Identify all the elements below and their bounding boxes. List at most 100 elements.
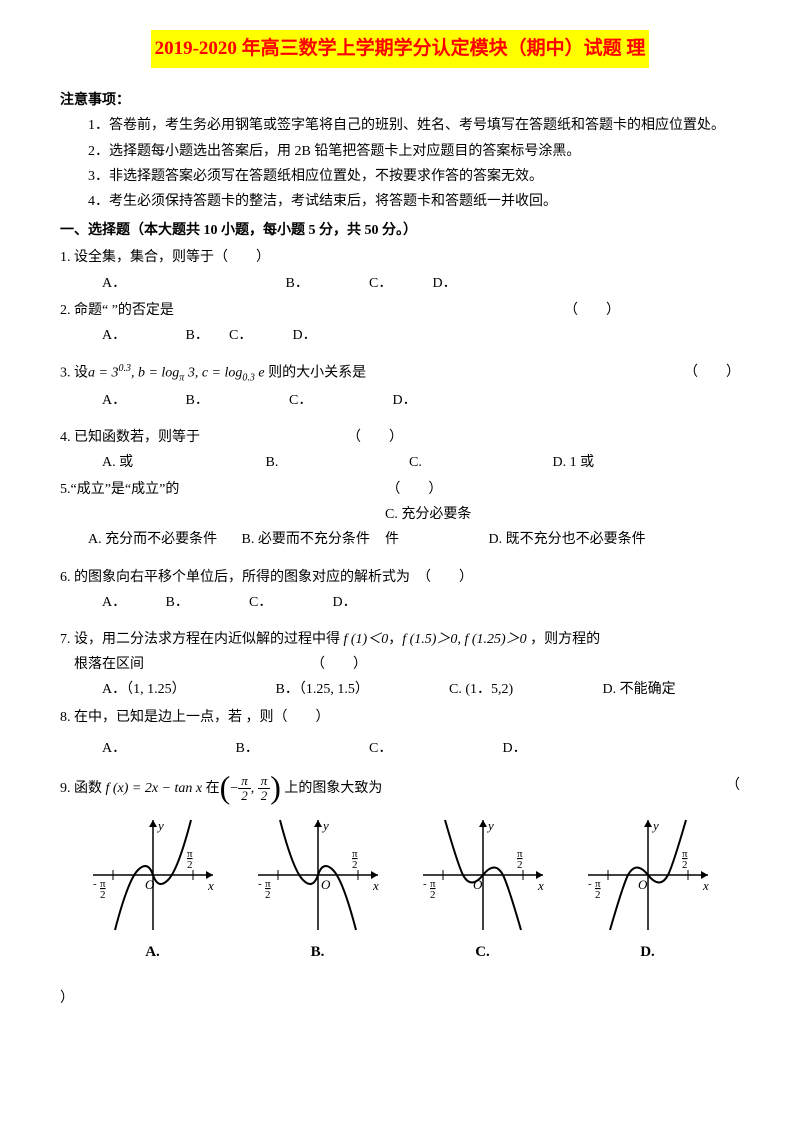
q8-opt-d: D． [503,736,527,761]
svg-text:y: y [156,818,164,833]
q3-options: A． B． C． D． [60,388,740,413]
q4-paren: （ ） [347,430,403,445]
svg-text:x: x [207,878,214,893]
graph-a-label: A. [70,939,235,966]
svg-text:O: O [145,877,155,892]
graph-c: y x O π 2 - π 2 C. [400,815,565,966]
q7-options: A．（1, 1.25） B．（1.25, 1.5） C. (1．5,2) D. … [60,677,740,702]
lparen-icon: ( [220,771,231,803]
q3-prefix: 3. 设 [60,366,88,381]
graph-c-svg: y x O π 2 - π 2 [413,815,553,935]
graph-b: y x O π 2 - π 2 B. [235,815,400,966]
graph-d: y x O π 2 - π 2 D. [565,815,730,966]
graph-c-label: C. [400,939,565,966]
page-title: 2019-2020 年高三数学上学期学分认定模块（期中）试题 理 [151,30,650,68]
q3-sub-c: 0.3 [242,373,255,384]
q5-opt-d: D. 既不充分也不必要条件 [489,527,646,552]
q7-prefix: 7. 设，用二分法求方程在内近似解的过程中得 [60,632,344,647]
q4-opt-b: B. [266,450,406,475]
svg-text:y: y [651,818,659,833]
q7-c1: ， [388,632,402,647]
q5-text: 5.“成立”是“成立”的 [60,482,179,497]
q7-opt-d: D. 不能确定 [603,677,676,702]
q2-text: 2. 命题“ ”的否定是 [60,303,174,318]
q4-opt-a: A. 或 [102,450,262,475]
q9-fx: f (x) = 2x − tan x [106,781,203,796]
q6-opt-a: A． [102,590,162,615]
q6-opt-b: B． [166,590,246,615]
q7-opt-c: C. (1．5,2) [449,677,599,702]
q3-paren: （ ） [684,360,740,385]
notes-header: 注意事项： [60,88,740,113]
q2-opt-a: A． [102,323,182,348]
title-wrap: 2019-2020 年高三数学上学期学分认定模块（期中）试题 理 [60,30,740,78]
q9-pi2: π [258,774,271,789]
q9-2a: 2 [238,789,251,803]
q7-f2: f (1.5)＞0 [402,632,457,647]
q4-text: 4. 已知函数若，则等于 [60,430,200,445]
q9-mid: 在 [206,781,220,796]
q7-line2-wrap: 根落在区间 （ ） [60,652,740,677]
question-9: 9. 函数 f (x) = 2x − tan x 在(−π2, π2) 上的图象… [60,773,740,805]
svg-text:x: x [372,878,379,893]
q2-opt-d: D． [293,323,317,348]
question-4: 4. 已知函数若，则等于 （ ） [60,425,740,450]
q5-paren: （ ） [386,482,442,497]
q5-options: A. 充分而不必要条件 B. 必要而不充分条件 C. 充分必要条件 D. 既不充… [60,502,740,552]
q1-options: A． B． C． D． [60,271,740,296]
question-1: 1. 设全集，集合，则等于（ ） [60,245,740,270]
q6-opt-c: C． [249,590,329,615]
q2-options: A． B． C． D． [60,323,740,348]
q3-opt-a: A． [102,388,182,413]
q7-paren: （ ） [311,657,367,672]
q7-f1: f (1)＜0 [344,632,389,647]
svg-text:2: 2 [187,859,193,871]
q8-opt-c: C． [369,736,499,761]
q3-b: , b = log [131,366,179,381]
question-5: 5.“成立”是“成立”的 （ ） [60,477,740,502]
svg-text:-: - [588,878,592,890]
question-7: 7. 设，用二分法求方程在内近似解的过程中得 f (1)＜0，f (1.5)＞0… [60,627,740,652]
q8-opt-a: A． [102,736,232,761]
question-2: 2. 命题“ ”的否定是 （ ） [60,298,740,323]
svg-text:x: x [537,878,544,893]
q3-opt-b: B． [186,388,286,413]
svg-text:2: 2 [595,889,601,901]
q7-opt-b: B．（1.25, 1.5） [276,677,446,702]
note-3: 3．非选择题答案必须写在答题纸相应位置处，不按要求作答的答案无效。 [60,164,740,189]
q4-options: A. 或 B. C. D. 1 或 [60,450,740,475]
q7-suffix: ，则方程的 [527,632,601,647]
graph-d-svg: y x O π 2 - π 2 [578,815,718,935]
svg-text:2: 2 [265,889,271,901]
q5-opt-c: C. 充分必要条件 [385,502,485,552]
svg-text:2: 2 [517,859,523,871]
svg-text:x: x [702,878,709,893]
svg-text:2: 2 [682,859,688,871]
q1-text: 1. 设全集，集合，则等于（ ） [60,250,270,265]
svg-text:y: y [486,818,494,833]
page-root: 2019-2020 年高三数学上学期学分认定模块（期中）试题 理 注意事项： 1… [0,0,800,1041]
q5-opt-a: A. 充分而不必要条件 [88,527,238,552]
q1-opt-b: B． [286,271,366,296]
graph-b-svg: y x O π 2 - π 2 [248,815,388,935]
q7-opt-a: A．（1, 1.25） [102,677,272,702]
svg-text:O: O [321,877,331,892]
svg-text:O: O [638,877,648,892]
svg-text:-: - [93,878,97,890]
q1-opt-a: A． [102,271,282,296]
svg-text:O: O [473,877,483,892]
q2-opt-c: C． [229,323,289,348]
graph-a-svg: y x O π 2 - π 2 [83,815,223,935]
q9-close-paren: ） [60,986,740,1011]
q3-sup-a: 0.3 [118,363,131,374]
svg-text:2: 2 [100,889,106,901]
q9-prefix: 9. 函数 [60,781,106,796]
q6-text: 6. 的图象向右平移个单位后，所得的图象对应的解析式为 （ ） [60,570,473,585]
graph-b-label: B. [235,939,400,966]
svg-text:2: 2 [352,859,358,871]
q7-f3: f (1.25)＞0 [464,632,526,647]
q2-opt-b: B． [186,323,226,348]
section-1-title: 一、选择题（本大题共 10 小题，每小题 5 分，共 50 分。） [60,218,740,243]
note-4: 4．考生必须保持答题卡的整洁，考试结束后，将答题卡和答题纸一并收回。 [60,189,740,214]
q6-options: A． B． C． D． [60,590,740,615]
